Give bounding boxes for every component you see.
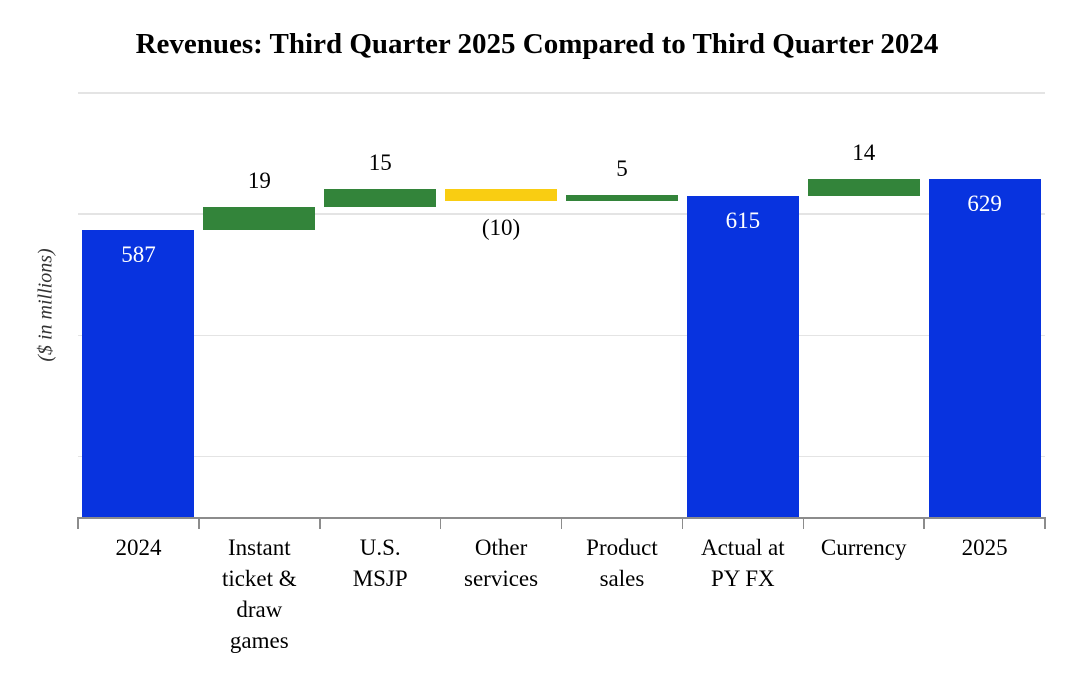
x-axis-label-other-services: Other services	[464, 535, 539, 591]
bar-2025	[928, 179, 1041, 517]
bar-instant-ticket-draw-games	[203, 206, 316, 230]
x-axis-tick	[681, 517, 684, 529]
bar-value-label-2024: 587	[121, 241, 156, 267]
gridline-700	[78, 92, 1045, 94]
bar-value-label-instant-ticket-draw-games: 19	[247, 167, 271, 193]
x-axis-tick	[802, 517, 804, 529]
x-axis-label-currency: Currency	[820, 535, 907, 560]
bar-value-label-currency: 14	[852, 140, 876, 165]
bar-u-s-msjp	[324, 188, 437, 207]
x-axis-tick	[319, 517, 321, 529]
bar-product-sales	[565, 194, 678, 201]
x-axis-label-u-s-msjp: U.S. MSJP	[352, 535, 408, 591]
x-axis-tick	[77, 517, 79, 529]
x-axis-label-instant-ticket-draw-games: Instant ticket & draw games	[221, 535, 297, 653]
x-axis-label-2025: 2025	[961, 535, 1008, 560]
x-axis-tick	[198, 517, 200, 529]
gridline-500	[78, 334, 1045, 337]
x-axis-tick	[923, 517, 925, 529]
chart-title: Revenues: Third Quarter 2025 Compared to…	[135, 28, 939, 60]
gridline-600	[78, 213, 1045, 215]
x-axis-label-2024: 2024	[115, 535, 162, 560]
bar-value-label-product-sales: 5	[616, 155, 628, 181]
bar-other-services	[445, 188, 558, 201]
x-axis-label-product-sales: Product sales	[586, 535, 658, 591]
x-axis-tick	[560, 517, 563, 529]
bar-actual-at-py-fx	[686, 195, 799, 517]
bar-value-label-2025: 629	[967, 191, 1002, 216]
bar-value-label-actual-at-py-fx: 615	[725, 207, 761, 233]
bar-value-label-other-services: (10)	[481, 214, 521, 240]
x-axis-label-actual-at-py-fx: Actual at PY FX	[700, 535, 785, 591]
bar-currency	[807, 179, 920, 196]
bar-value-label-u-s-msjp: 15	[368, 149, 392, 175]
x-axis-tick	[439, 517, 442, 529]
gridline-400	[78, 455, 1045, 458]
bar-2024	[82, 229, 195, 517]
x-axis-tick	[1044, 517, 1046, 529]
